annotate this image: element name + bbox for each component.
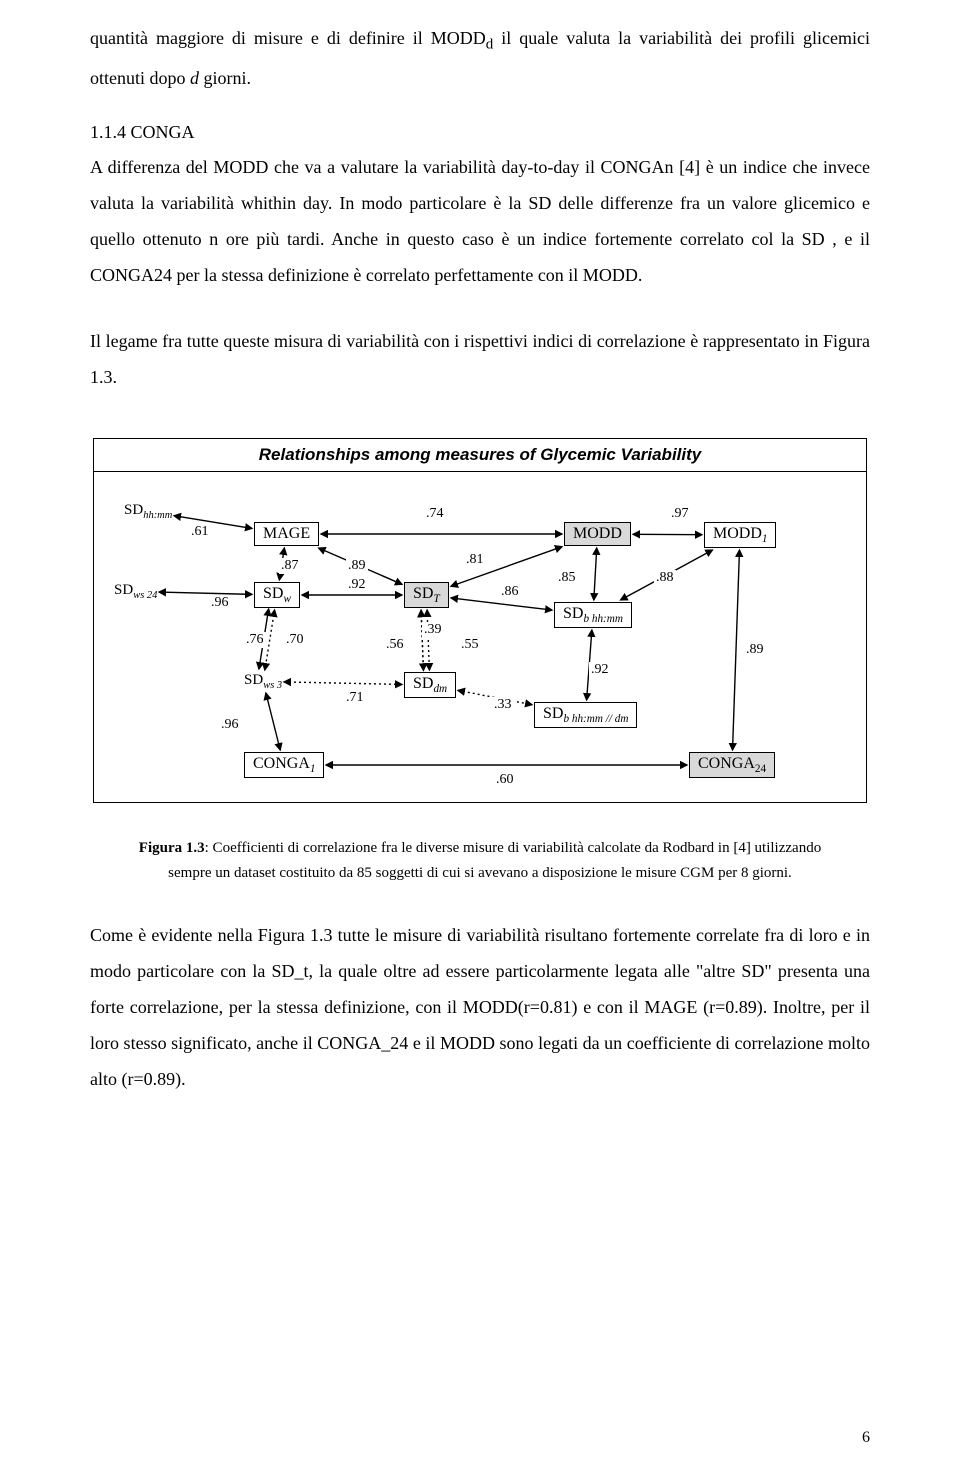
intro-paragraph: quantità maggiore di misure e di definir… [90,20,870,96]
figure-title: Relationships among measures of Glycemic… [93,438,867,472]
italic-text: d [190,68,199,88]
diagram-node-modd1: MODD1 [704,522,776,548]
edge-label: .76 [244,632,266,648]
section-heading: 1.1.4 CONGA [90,122,870,143]
diagram-node-conga24: CONGA24 [689,752,775,778]
diagram-node-mage: MAGE [254,522,319,546]
diagram-node-sd_ws3: SDws 3 [244,672,282,691]
caption-lead: Figura 1.3 [139,840,205,856]
edge-label: .85 [556,570,578,586]
edge-sd_hhmm-mage [174,515,252,528]
section-body: A differenza del MODD che va a valutare … [90,149,870,293]
network-diagram: SDhh:mm MAGE MODD MODD1 SDws 24 SDw SDT SDb hh:… [93,472,867,803]
edge-label: .89 [744,642,766,658]
edge-label: .71 [344,690,366,706]
caption-text: : Coefficienti di correlazione fra le di… [168,840,821,882]
edge-label: .96 [209,595,231,611]
edge-sd_t-sd_dm [421,610,423,670]
edge-label: .89 [346,558,368,574]
edge-sd_ws3-conga1 [266,693,280,750]
diagram-node-sd_bhhmm_dm: SDb hh:mm // dm [534,702,637,728]
edge-label: .88 [654,570,676,586]
diagram-node-conga1: CONGA1 [244,752,324,778]
edge-label: .87 [279,558,301,574]
edge-label: .86 [499,584,521,600]
figure-wrapper: Relationships among measures of Glycemic… [90,435,870,806]
text: quantità maggiore di misure e di definir… [90,28,486,48]
edge-label: .39 [422,622,444,638]
figure-caption: Figura 1.3: Coefficienti di correlazione… [120,836,840,887]
page: quantità maggiore di misure e di definir… [0,0,960,1465]
edge-label: .56 [384,637,406,653]
edge-modd1-conga24 [733,550,740,750]
italic-text: n [209,229,218,249]
edge-label: .60 [494,772,516,788]
edge-label: .96 [219,717,241,733]
page-number: 6 [862,1429,870,1447]
link-paragraph: Il legame fra tutte queste misura di var… [90,323,870,395]
edge-sd_ws3-sd_dm [284,682,402,684]
edge-label: .55 [459,637,481,653]
edge-label: .33 [492,697,514,713]
edge-label: .74 [424,506,446,522]
edge-modd-sd_bhhmm [594,548,597,600]
edge-sd_ws24-sd_w [159,592,252,594]
conclusion-paragraph: Come è evidente nella Figura 1.3 tutte l… [90,917,870,1097]
diagram-node-sd_hhmm: SDhh:mm [124,502,172,521]
italic-text: whithin day [241,193,328,213]
edge-sd_t-sd_dm [421,610,423,670]
diagram-node-sd_t: SDT [404,582,449,608]
edge-sd_w-sd_ws3 [265,610,275,670]
edge-label: .97 [669,506,691,522]
edge-label: .92 [589,662,611,678]
edge-label: .61 [189,524,211,540]
edge-sd_t-sd_dm [427,610,429,670]
edge-label: .92 [346,577,368,593]
edge-label: .81 [464,552,486,568]
edge-label: .70 [284,632,306,648]
text: giorni. [199,68,251,88]
diagram-node-sd_dm: SDdm [404,672,456,698]
diagram-node-sd_ws24: SDws 24 [114,582,157,601]
diagram-node-sd_w: SDw [254,582,300,608]
diagram-node-modd: MODD [564,522,631,546]
diagram-node-sd_bhhmm: SDb hh:mm [554,602,632,628]
